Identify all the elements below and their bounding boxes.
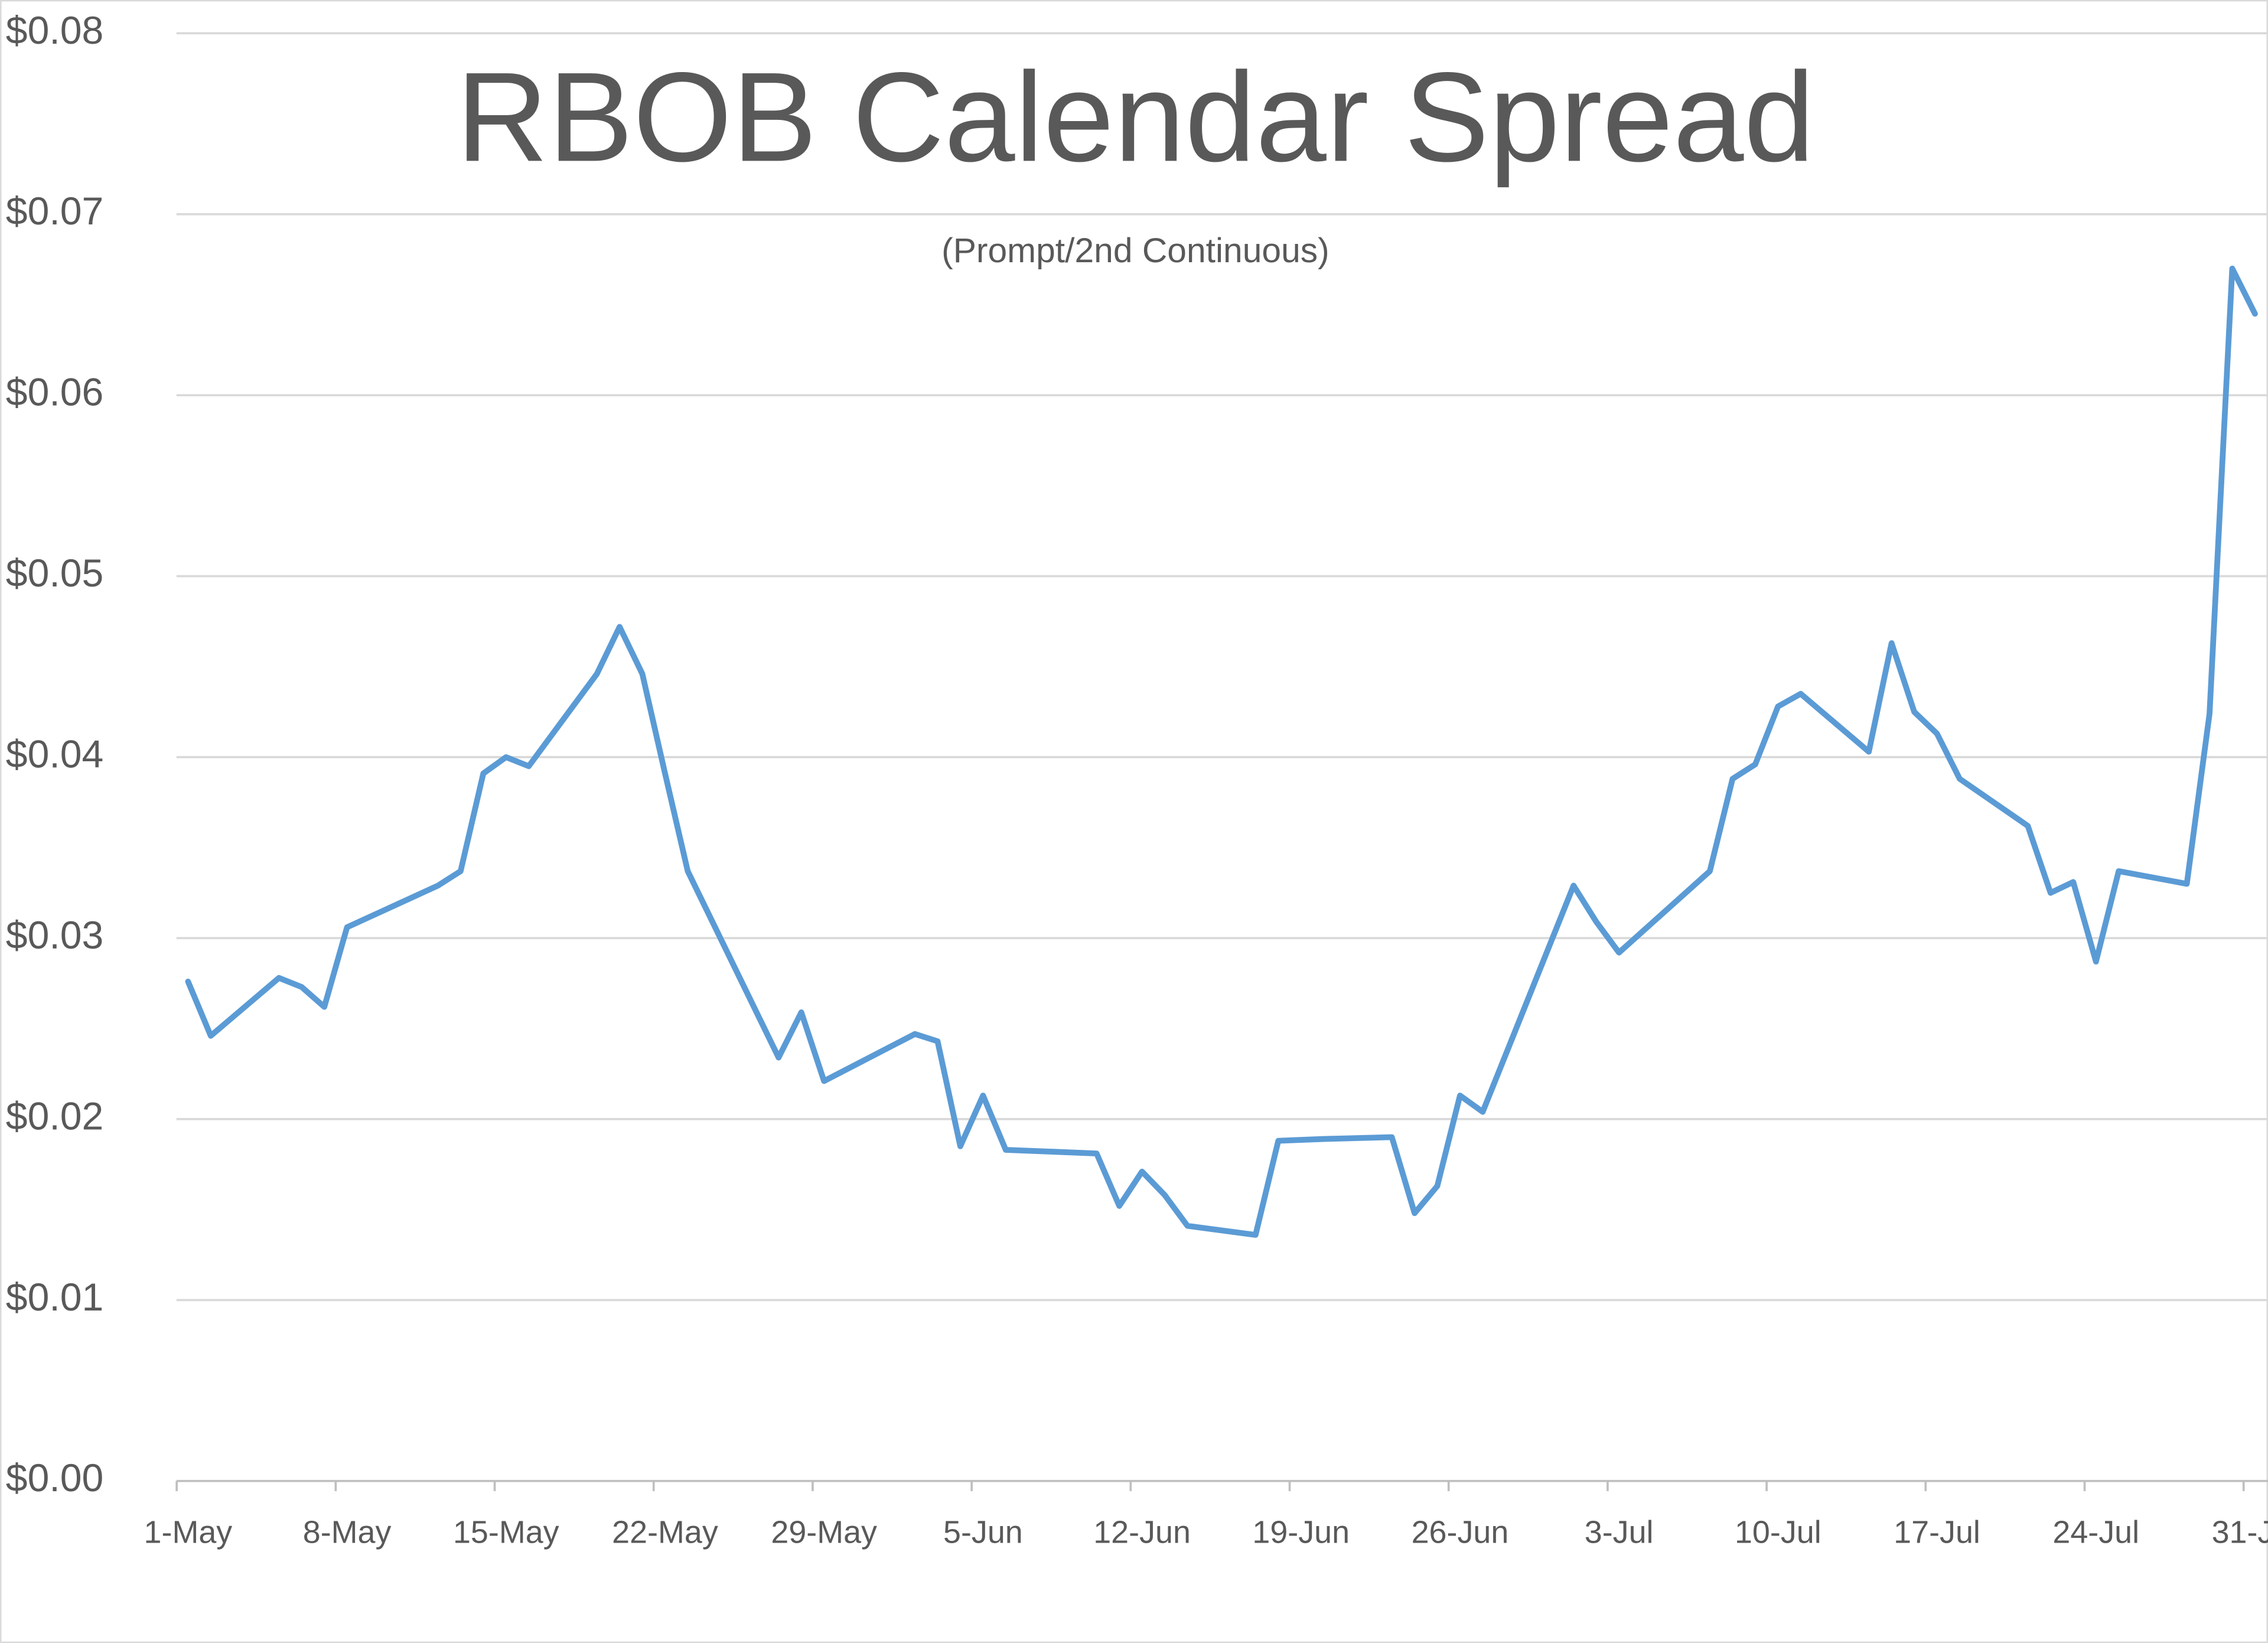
x-tick-label: 19-Jun <box>1252 1515 1350 1550</box>
x-tick-label: 15-May <box>453 1515 559 1550</box>
chart-subtitle: (Prompt/2nd Continuous) <box>941 232 1329 270</box>
x-tick-label: 1-May <box>144 1515 233 1550</box>
y-tick-label: $0.06 <box>6 371 103 415</box>
x-tick-label: 29-May <box>771 1515 877 1550</box>
y-tick-label: $0.01 <box>6 1276 103 1319</box>
x-tick-label: 26-Jun <box>1412 1515 1509 1550</box>
y-tick-label: $0.08 <box>6 9 103 53</box>
x-tick-label: 31-Jul <box>2212 1515 2268 1550</box>
x-tick-label: 3-Jul <box>1585 1515 1654 1550</box>
y-tick-label: $0.02 <box>6 1094 103 1138</box>
x-tick-label: 12-Jun <box>1093 1515 1191 1550</box>
x-tick-label: 24-Jul <box>2052 1515 2139 1550</box>
y-tick-label: $0.00 <box>6 1456 103 1500</box>
chart-title: RBOB Calendar Spread <box>456 45 1814 188</box>
y-tick-label: $0.07 <box>6 190 103 233</box>
y-tick-label: $0.04 <box>6 732 103 776</box>
y-tick-label: $0.05 <box>6 552 103 595</box>
x-tick-label: 17-Jul <box>1894 1515 1980 1550</box>
x-tick-label: 10-Jul <box>1735 1515 1821 1550</box>
x-tick-label: 5-Jun <box>943 1515 1023 1550</box>
x-tick-label: 8-May <box>303 1515 392 1550</box>
data-line <box>185 265 2258 1238</box>
y-tick-label: $0.03 <box>6 914 103 957</box>
x-tick-label: 22-May <box>612 1515 718 1550</box>
